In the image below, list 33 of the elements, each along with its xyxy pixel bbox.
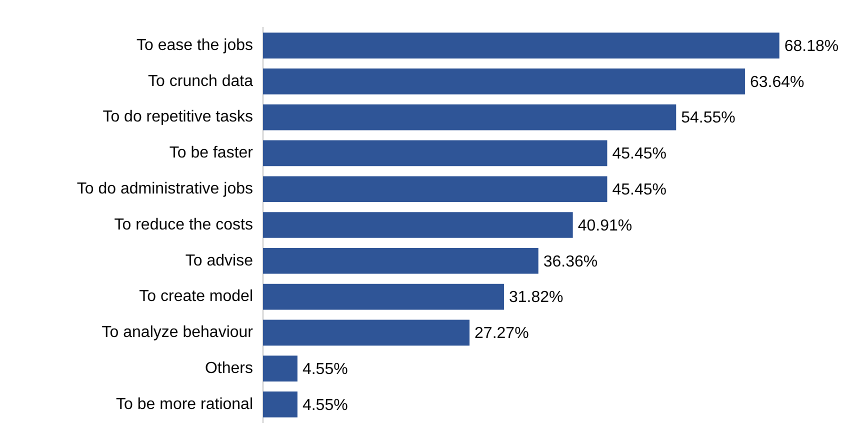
bar bbox=[263, 68, 745, 94]
bar bbox=[263, 176, 608, 202]
y-tick-label: To do repetitive tasks bbox=[102, 108, 253, 126]
y-tick-label: To do administrative jobs bbox=[76, 180, 253, 198]
bar bbox=[263, 320, 470, 346]
y-tick-label: To analyze behaviour bbox=[102, 324, 254, 342]
data-label: 4.55% bbox=[302, 360, 348, 378]
bar bbox=[263, 32, 780, 58]
data-label: 31.82% bbox=[508, 289, 564, 306]
bar bbox=[263, 140, 608, 166]
y-tick-label: To reduce the costs bbox=[114, 216, 253, 234]
data-label: 45.45% bbox=[612, 182, 666, 199]
data-label: 4.55% bbox=[302, 396, 348, 414]
y-tick-label: To be more rational bbox=[116, 396, 253, 413]
bar bbox=[263, 212, 573, 238]
y-tick-label: To advise bbox=[185, 252, 254, 270]
data-label: 68.18% bbox=[784, 38, 839, 55]
bar bbox=[263, 356, 298, 382]
y-tick-label: To create model bbox=[139, 288, 253, 306]
data-label: 54.55% bbox=[681, 110, 736, 127]
y-tick-label: Others bbox=[204, 360, 253, 377]
bar bbox=[263, 248, 538, 274]
data-label: 36.36% bbox=[543, 253, 598, 270]
data-label: 63.64% bbox=[750, 74, 804, 91]
data-label: 27.27% bbox=[474, 325, 529, 342]
bar bbox=[263, 392, 298, 418]
bar bbox=[263, 104, 676, 130]
data-label: 40.91% bbox=[578, 217, 632, 234]
y-tick-label: To crunch data bbox=[148, 72, 254, 90]
y-tick-label: To ease the jobs bbox=[136, 36, 253, 54]
bar bbox=[263, 284, 504, 310]
data-label: 45.45% bbox=[612, 146, 666, 163]
y-tick-label: To be faster bbox=[169, 144, 254, 162]
